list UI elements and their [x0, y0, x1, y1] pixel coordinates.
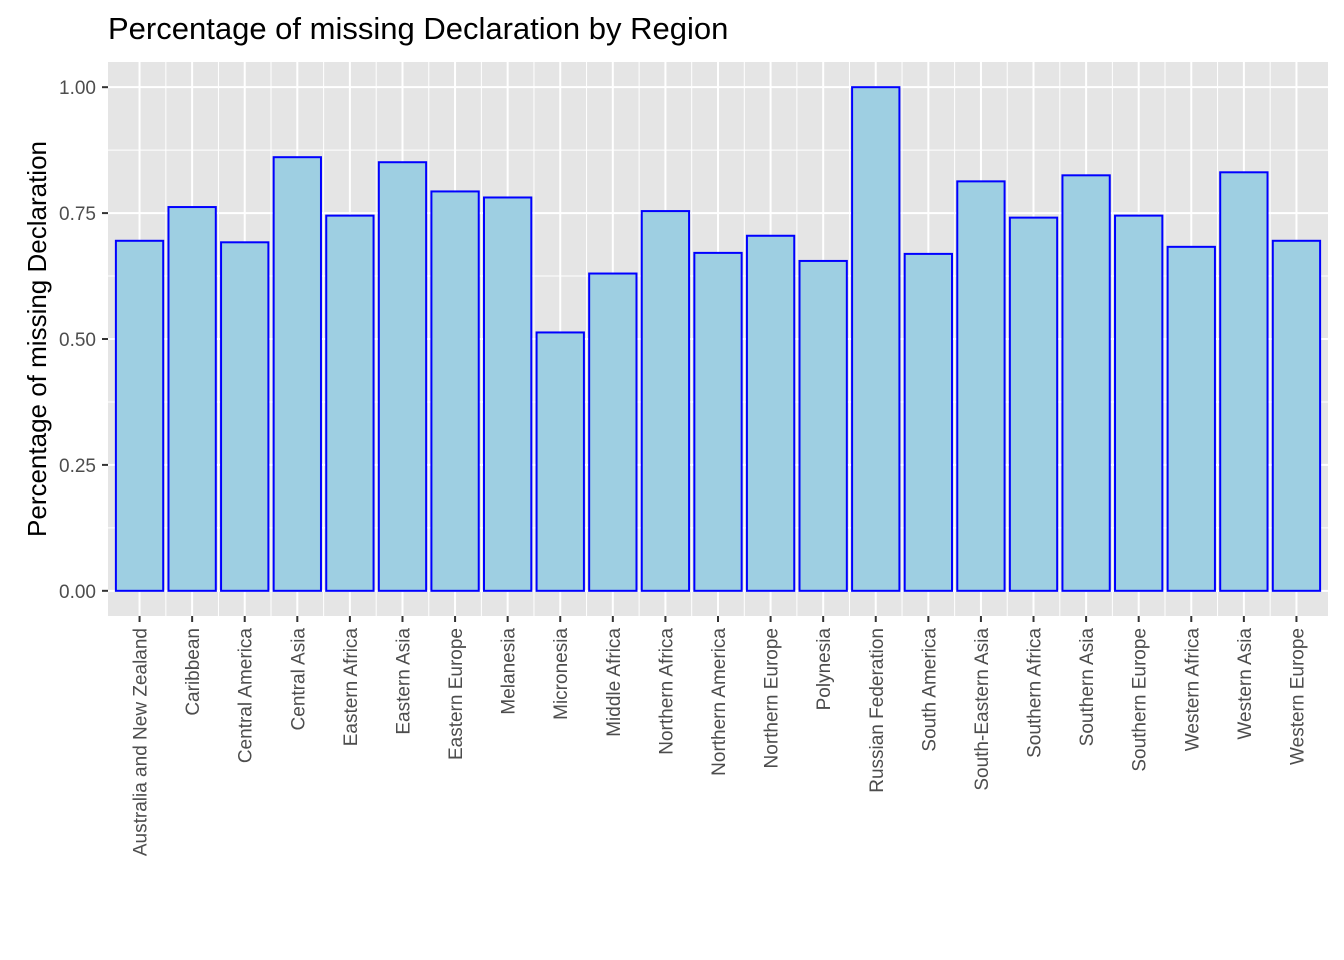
- x-tick-label: Southern Africa: [1025, 628, 1046, 758]
- x-tick-label: Caribbean: [183, 628, 204, 716]
- x-axis-ticks: Australia and New Zealand Caribbean Centra…: [131, 616, 1308, 856]
- x-tick-label: Polynesia: [814, 628, 835, 711]
- x-tick-label: Melanesia: [499, 628, 520, 715]
- bar: [1219, 171, 1269, 592]
- bar: [535, 331, 585, 592]
- x-tick-label: Micronesia: [551, 628, 572, 720]
- bar: [430, 190, 480, 592]
- y-tick-label: 0.00: [59, 582, 96, 603]
- x-tick-label: Western Asia: [1235, 628, 1256, 740]
- bar: [167, 206, 217, 592]
- bar: [114, 239, 165, 592]
- bar: [851, 86, 901, 592]
- y-tick-label: 0.25: [59, 456, 96, 477]
- bar: [745, 234, 796, 592]
- y-tick-label: 1.00: [59, 78, 96, 99]
- bar: [1061, 174, 1111, 592]
- x-tick-label: Russian Federation: [867, 628, 888, 793]
- chart-title: Percentage of missing Declaration by Reg…: [108, 11, 728, 46]
- x-tick-label: Australia and New Zealand: [131, 628, 152, 856]
- x-tick-label: Southern Europe: [1130, 628, 1151, 772]
- x-tick-label: Eastern Africa: [341, 628, 362, 747]
- y-axis-ticks: 0.00 0.25 0.50 0.75 1.00: [59, 78, 108, 603]
- bar: [956, 180, 1006, 592]
- bar: [377, 161, 428, 592]
- x-tick-label: Eastern Europe: [446, 628, 467, 760]
- bar: [798, 259, 848, 592]
- x-tick-label: Northern America: [709, 628, 730, 776]
- bar: [272, 156, 322, 592]
- bar: [1008, 216, 1059, 592]
- y-axis-label: Percentage of missing Declaration: [22, 141, 52, 537]
- x-tick-label: Middle Africa: [604, 628, 625, 737]
- bar: [1166, 245, 1216, 592]
- bar: [325, 214, 375, 592]
- bar: [482, 196, 533, 592]
- x-tick-label: Eastern Asia: [393, 628, 414, 735]
- x-tick-label: Northern Europe: [762, 628, 783, 768]
- x-tick-label: Northern Africa: [656, 628, 677, 755]
- bar: [1114, 214, 1164, 592]
- bar: [1271, 239, 1322, 592]
- x-tick-label: Southern Asia: [1077, 628, 1098, 747]
- bars: [114, 86, 1322, 592]
- y-tick-label: 0.50: [59, 330, 96, 351]
- x-tick-label: South-Eastern Asia: [972, 628, 993, 791]
- y-tick-label: 0.75: [59, 204, 96, 225]
- x-tick-label: South America: [919, 628, 940, 752]
- bar: [640, 210, 691, 592]
- x-tick-label: Western Europe: [1287, 628, 1308, 765]
- x-tick-label: Western Africa: [1182, 628, 1203, 752]
- x-tick-label: Central America: [236, 628, 257, 764]
- bar: [220, 241, 270, 592]
- bar: [693, 251, 743, 592]
- x-tick-label: Central Asia: [288, 628, 309, 731]
- bar: [588, 272, 638, 592]
- bar: [903, 252, 954, 592]
